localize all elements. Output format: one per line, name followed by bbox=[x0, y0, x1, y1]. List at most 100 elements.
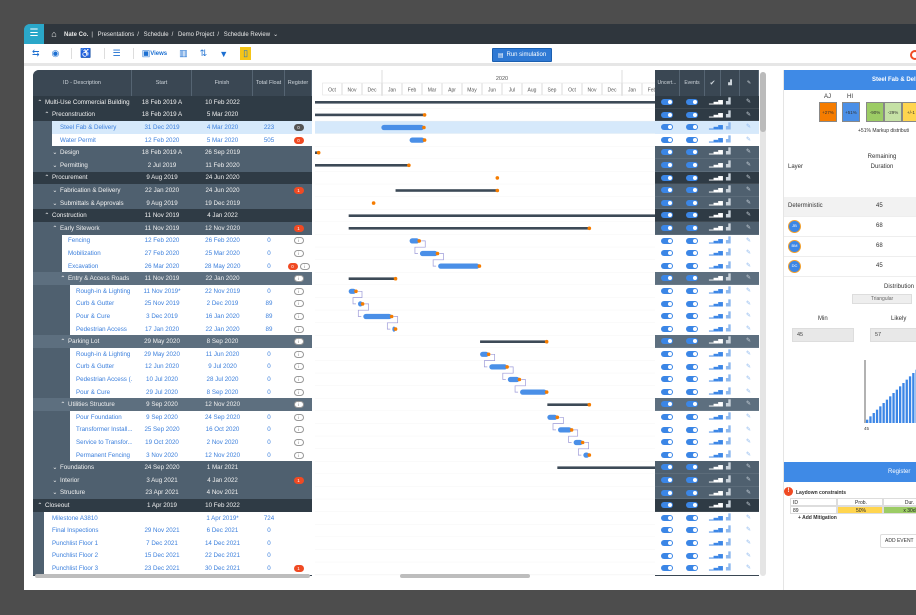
views-button[interactable]: ▣ Views bbox=[132, 48, 167, 59]
brush-icon[interactable]: ✎ bbox=[746, 237, 752, 244]
layer-row[interactable]: DC 45 bbox=[784, 257, 916, 277]
chart-icon[interactable]: ▟ bbox=[726, 464, 731, 471]
chart-icon[interactable]: ▟ bbox=[726, 477, 731, 483]
events-toggle[interactable] bbox=[686, 149, 698, 156]
table-row[interactable]: Mobilization 27 Feb 2020 25 Mar 2020 0 i bbox=[33, 247, 312, 260]
brush-icon[interactable]: ✎ bbox=[746, 99, 752, 105]
events-toggle[interactable] bbox=[686, 552, 698, 559]
events-toggle[interactable] bbox=[686, 225, 698, 231]
run-simulation-button[interactable]: ▤ Run simulation bbox=[492, 48, 552, 62]
uncertainty-toggle[interactable] bbox=[661, 489, 673, 496]
brush-icon[interactable]: ✎ bbox=[746, 250, 752, 257]
signal-bars-icon[interactable]: ▁▃▅ bbox=[709, 552, 723, 559]
brush-icon[interactable]: ✎ bbox=[746, 552, 752, 559]
chevron-down-icon[interactable]: ⌄ bbox=[52, 464, 58, 472]
distribution-triangular-button[interactable]: Triangular bbox=[852, 294, 912, 304]
table-row[interactable]: Rough-in & Lighting 11 Nov 2019* 22 Nov 20… bbox=[33, 285, 312, 298]
uncertainty-toggle[interactable] bbox=[661, 477, 673, 483]
likely-input[interactable]: 57 bbox=[870, 328, 916, 342]
column-header-total-float[interactable]: Total Float bbox=[253, 70, 285, 96]
events-toggle[interactable] bbox=[686, 414, 698, 420]
brush-icon[interactable]: ✎ bbox=[746, 149, 752, 156]
signal-bars-icon[interactable]: ▁▃▅ bbox=[709, 111, 723, 118]
uncertainty-toggle[interactable] bbox=[661, 149, 673, 156]
uncertainty-toggle[interactable] bbox=[661, 111, 673, 118]
summary-row[interactable]: ⌃ Closeout 1 Apr 2019 10 Feb 2022 bbox=[33, 499, 312, 512]
chart-icon[interactable]: ▟ bbox=[726, 565, 731, 572]
events-toggle[interactable] bbox=[686, 288, 698, 294]
breadcrumb-project[interactable]: Demo Project bbox=[178, 31, 215, 38]
signal-bars-icon[interactable]: ▁▃▅ bbox=[709, 325, 723, 332]
register-badge[interactable]: 1 bbox=[293, 564, 304, 572]
table-row[interactable]: Pour & Cure 3 Dec 2019 16 Jan 2020 89 i bbox=[33, 310, 312, 323]
info-icon[interactable]: i bbox=[293, 401, 304, 409]
events-toggle[interactable] bbox=[686, 111, 698, 118]
chevron-up-icon[interactable]: ⌃ bbox=[44, 174, 50, 182]
chart-icon[interactable]: ▟ bbox=[721, 70, 740, 96]
brush-icon[interactable]: ✎ bbox=[746, 439, 752, 446]
events-toggle[interactable] bbox=[686, 540, 698, 546]
register-badge[interactable]: 0 bbox=[293, 123, 304, 131]
uncertainty-toggle[interactable] bbox=[661, 451, 673, 458]
events-toggle[interactable] bbox=[686, 388, 698, 395]
signal-bars-icon[interactable]: ▁▃▅ bbox=[709, 527, 723, 534]
brush-icon[interactable]: ✎ bbox=[746, 275, 752, 282]
brush-icon[interactable]: ✎ bbox=[746, 300, 752, 307]
register-badge[interactable]: 0 bbox=[293, 136, 304, 144]
uncertainty-toggle[interactable] bbox=[661, 136, 673, 143]
summary-row[interactable]: ⌄ Foundations 24 Sep 2020 1 Mar 2021 bbox=[33, 461, 312, 474]
uncertainty-toggle[interactable] bbox=[661, 300, 673, 307]
events-toggle[interactable] bbox=[686, 325, 698, 332]
uncertainty-toggle[interactable] bbox=[661, 212, 673, 219]
breadcrumb-presentations[interactable]: Presentations bbox=[97, 31, 135, 38]
uncertainty-toggle[interactable] bbox=[661, 313, 673, 320]
brush-icon[interactable]: ✎ bbox=[740, 70, 759, 96]
chevron-up-icon[interactable]: ⌃ bbox=[60, 275, 66, 283]
table-row[interactable]: Punchlist Floor 2 15 Dec 2021 22 Dec 2021 0 bbox=[33, 549, 312, 563]
chart-icon[interactable]: ▟ bbox=[726, 388, 731, 395]
column-header-uncertainty[interactable]: Uncert... bbox=[655, 70, 680, 96]
signal-bars-icon[interactable]: ▁▃▅ bbox=[709, 401, 723, 408]
uncertainty-toggle[interactable] bbox=[661, 250, 673, 257]
uncertainty-toggle[interactable] bbox=[661, 325, 673, 332]
chart-icon[interactable]: ▟ bbox=[726, 162, 731, 168]
chart-icon[interactable]: ▟ bbox=[726, 439, 731, 446]
signal-bars-icon[interactable]: ▁▃▅ bbox=[709, 174, 723, 181]
events-toggle[interactable] bbox=[686, 136, 698, 143]
brush-icon[interactable]: ✎ bbox=[746, 451, 752, 458]
breadcrumb-current[interactable]: Schedule Review bbox=[223, 31, 271, 38]
chart-icon[interactable]: ▟ bbox=[726, 489, 731, 496]
chart-icon[interactable]: ▟ bbox=[726, 414, 731, 420]
chart-icon[interactable]: ▟ bbox=[726, 149, 731, 156]
brush-icon[interactable]: ✎ bbox=[746, 502, 752, 509]
table-row[interactable]: Transformer Install... 25 Sep 2020 16 Oct … bbox=[33, 423, 312, 437]
summary-row[interactable]: ⌄ Design 18 Feb 2019 A 26 Sep 2019 bbox=[33, 146, 312, 159]
events-toggle[interactable] bbox=[686, 401, 698, 408]
constraint-duration[interactable]: x 30d bbox=[883, 506, 916, 514]
info-icon[interactable]: i bbox=[293, 375, 304, 383]
chevron-up-icon[interactable]: ⌃ bbox=[52, 224, 58, 232]
constraint-probability[interactable]: 50% bbox=[837, 506, 883, 514]
uncertainty-toggle[interactable] bbox=[661, 99, 673, 105]
uncertainty-toggle[interactable] bbox=[661, 439, 673, 446]
signal-bars-icon[interactable]: ▁▃▅ bbox=[709, 514, 723, 521]
summary-row[interactable]: ⌃ Multi-Use Commercial Building 18 Feb 201… bbox=[33, 96, 312, 109]
sort-icon[interactable]: ⇅ bbox=[199, 48, 208, 58]
info-icon[interactable]: i bbox=[293, 413, 304, 421]
events-toggle[interactable] bbox=[686, 502, 698, 509]
chart-icon[interactable]: ▟ bbox=[726, 124, 731, 131]
uncertainty-toggle[interactable] bbox=[661, 225, 673, 231]
register-badge[interactable]: 1 bbox=[293, 476, 304, 484]
table-row[interactable]: Curb & Gutter 12 Jun 2020 9 Jul 2020 0 i bbox=[33, 360, 312, 374]
signal-bars-icon[interactable]: ▁▃▅ bbox=[709, 212, 723, 219]
events-toggle[interactable] bbox=[686, 426, 698, 433]
gantt-horizontal-scrollbar[interactable] bbox=[400, 574, 530, 578]
brush-icon[interactable]: ✎ bbox=[746, 338, 752, 345]
info-icon[interactable]: i bbox=[293, 237, 304, 245]
signal-bars-icon[interactable]: ▁▃▅ bbox=[709, 162, 723, 168]
chart-icon[interactable]: ▟ bbox=[726, 250, 731, 257]
brush-icon[interactable]: ✎ bbox=[746, 514, 752, 521]
layer-row[interactable]: BM 68 bbox=[784, 237, 916, 257]
summary-row[interactable]: ⌄ Submittals & Approvals 9 Aug 2019 19 Dec … bbox=[33, 196, 312, 210]
info-icon[interactable]: i bbox=[293, 338, 304, 346]
